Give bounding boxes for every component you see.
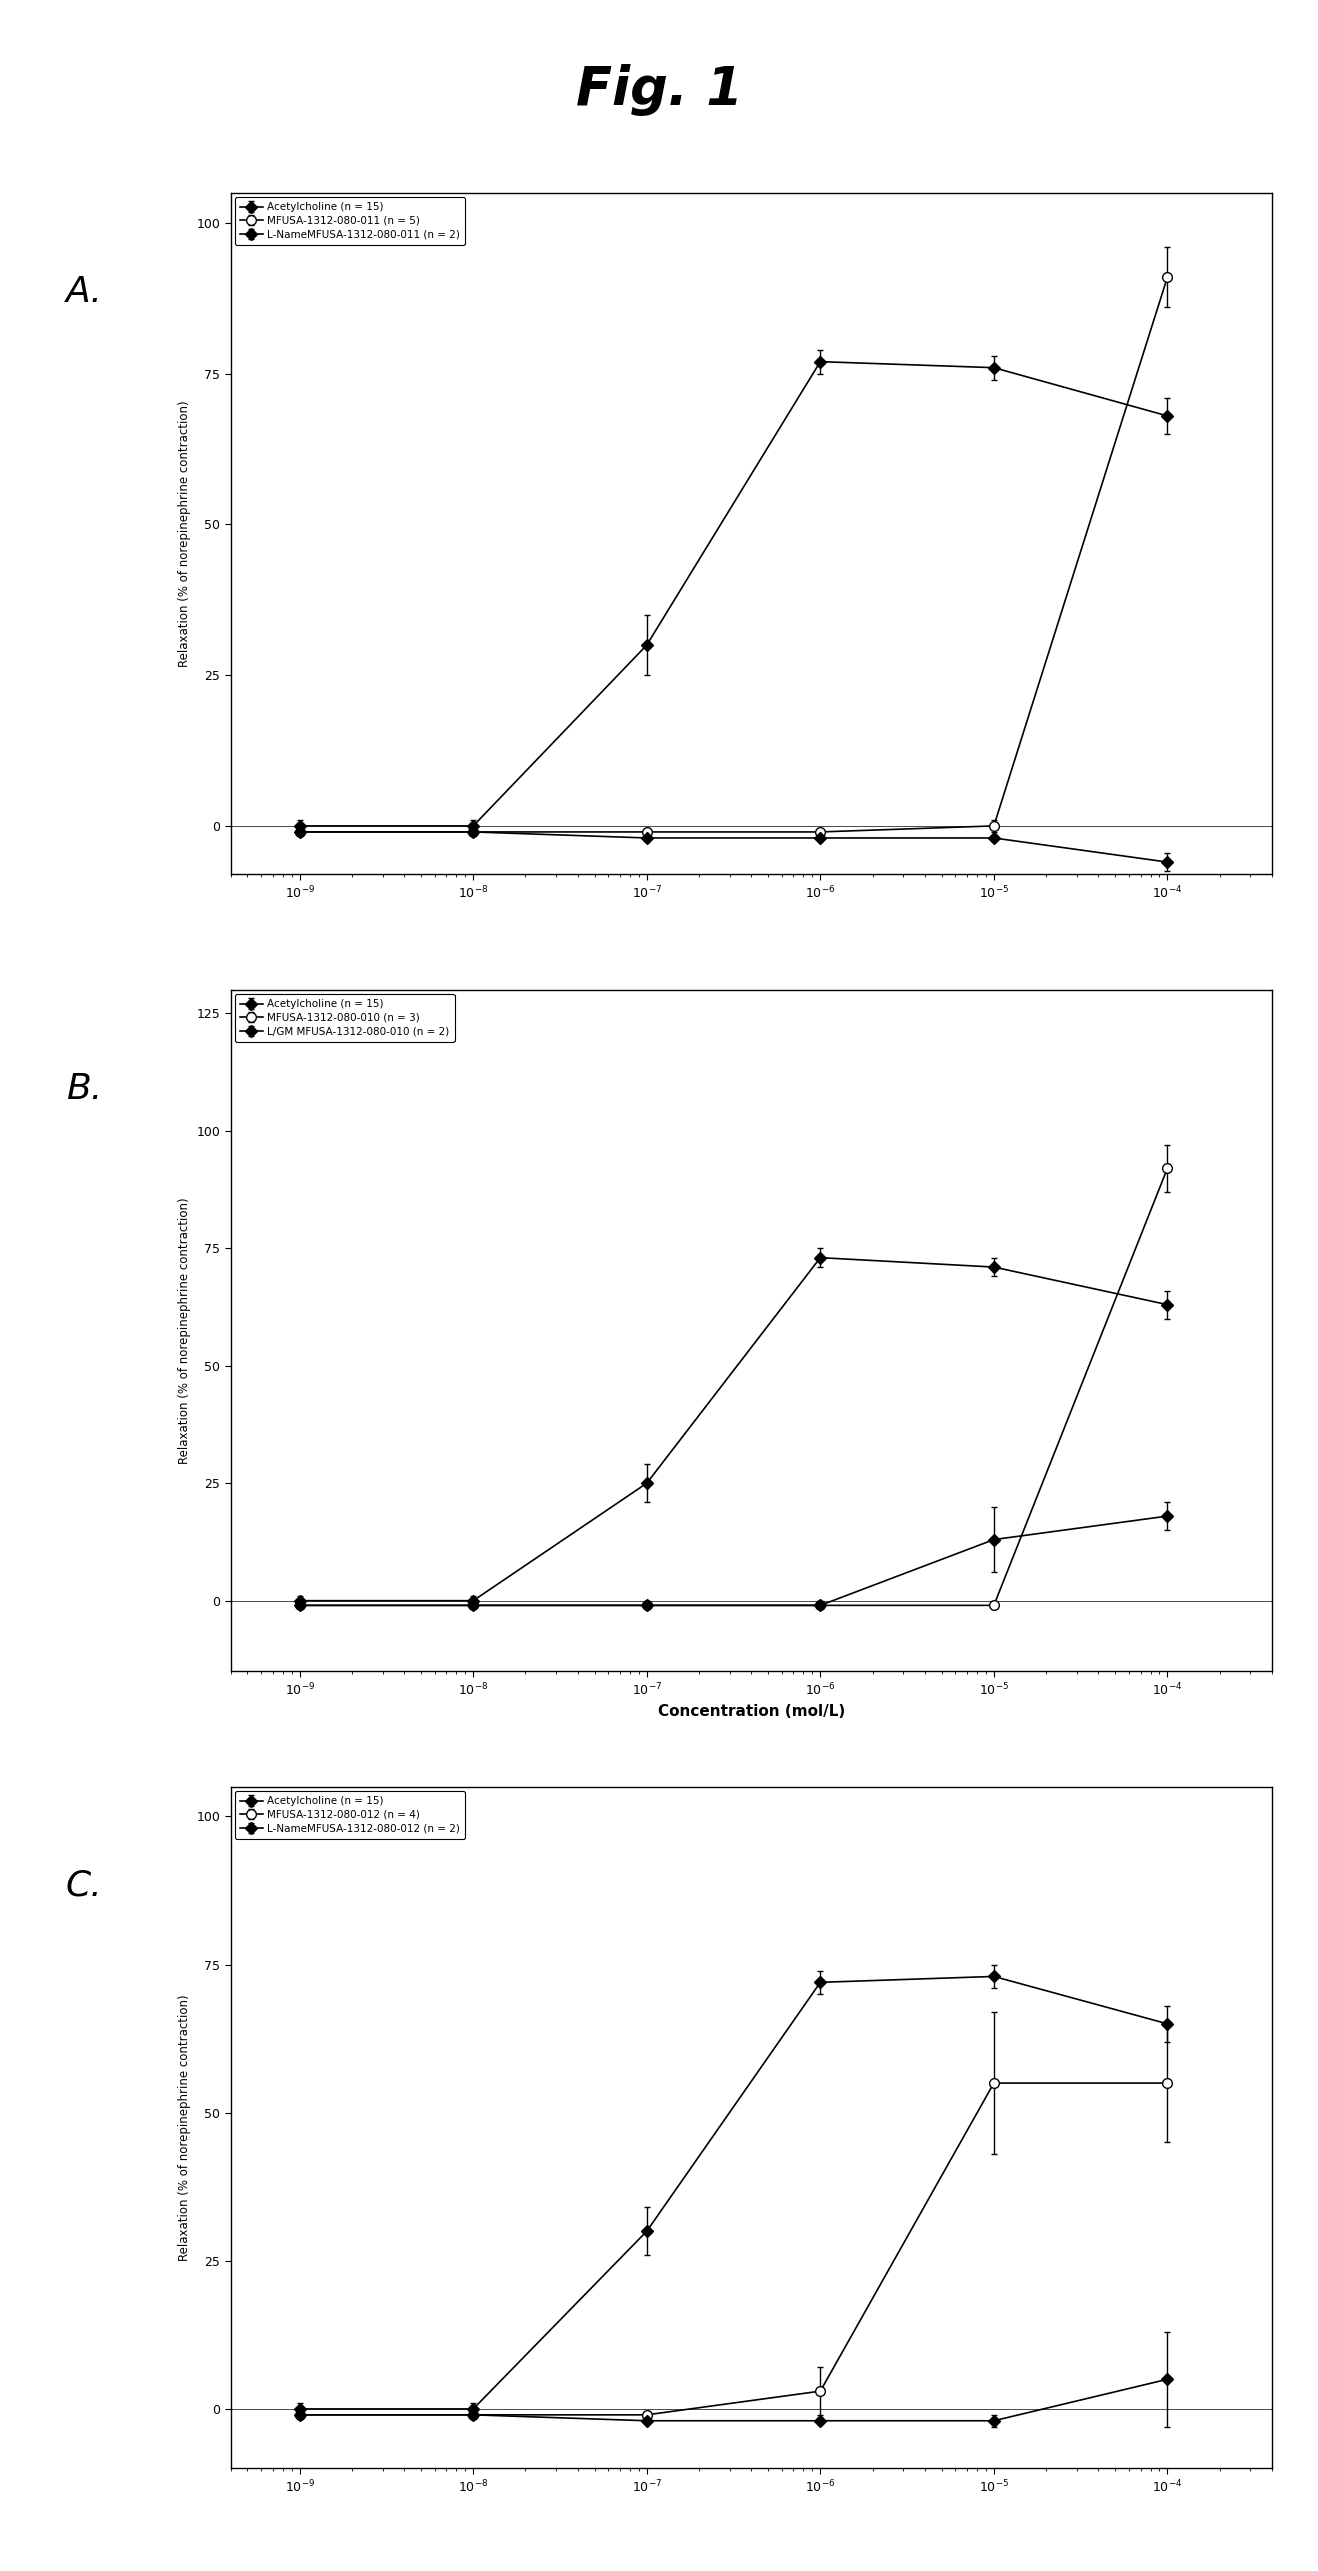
Text: Fig. 1: Fig. 1 bbox=[576, 64, 742, 116]
Text: C.: C. bbox=[66, 1869, 103, 1903]
Text: A.: A. bbox=[66, 275, 103, 309]
Y-axis label: Relaxation (% of norepinephrine contraction): Relaxation (% of norepinephrine contract… bbox=[178, 1198, 191, 1463]
X-axis label: Concentration (mol/L): Concentration (mol/L) bbox=[658, 1705, 845, 1720]
Text: B.: B. bbox=[66, 1072, 103, 1106]
Y-axis label: Relaxation (% of norepinephrine contraction): Relaxation (% of norepinephrine contract… bbox=[178, 401, 191, 666]
Y-axis label: Relaxation (% of norepinephrine contraction): Relaxation (% of norepinephrine contract… bbox=[178, 1995, 191, 2260]
Legend: Acetylcholine (n = 15), MFUSA-1312-080-012 (n = 4), L-NameMFUSA-1312-080-012 (n : Acetylcholine (n = 15), MFUSA-1312-080-0… bbox=[235, 1792, 465, 1838]
Legend: Acetylcholine (n = 15), MFUSA-1312-080-010 (n = 3), L/GM MFUSA-1312-080-010 (n =: Acetylcholine (n = 15), MFUSA-1312-080-0… bbox=[235, 995, 455, 1041]
Legend: Acetylcholine (n = 15), MFUSA-1312-080-011 (n = 5), L-NameMFUSA-1312-080-011 (n : Acetylcholine (n = 15), MFUSA-1312-080-0… bbox=[235, 198, 465, 244]
